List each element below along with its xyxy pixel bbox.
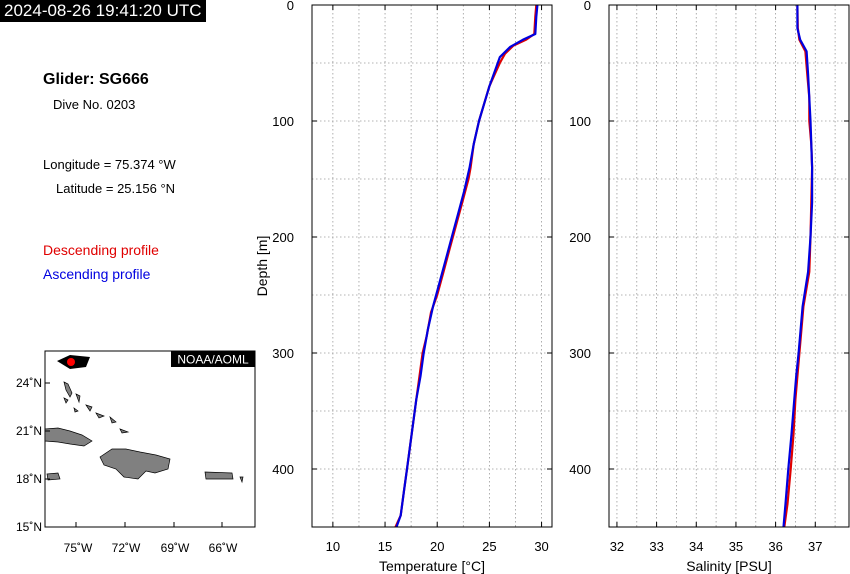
map-lon-tick: 72˚W xyxy=(112,541,141,555)
x-tick-label: 34 xyxy=(689,539,703,554)
x-tick-label: 36 xyxy=(768,539,782,554)
x-tick-label: 10 xyxy=(326,539,340,554)
land-bahamas-8 xyxy=(73,407,79,413)
map-lat-tick: 24˚N xyxy=(16,376,42,390)
timestamp-label: 2024-08-26 19:41:20 UTC xyxy=(0,0,206,22)
land-bahamas-2 xyxy=(75,393,81,404)
y-tick-label: 0 xyxy=(584,0,591,13)
map-lat-tick: 15˚N xyxy=(16,520,42,534)
temperature-x-axis-label: Temperature [°C] xyxy=(379,558,485,574)
map-lon-ticks: 75˚W 72˚W 69˚W 66˚W xyxy=(64,522,238,555)
map-lon-tick: 66˚W xyxy=(209,541,238,555)
land-puerto-rico xyxy=(204,471,234,480)
depth-y-axis-label: Depth [m] xyxy=(254,236,270,297)
land-bahamas-7 xyxy=(63,397,69,404)
land-jamaica xyxy=(46,472,61,481)
legend-ascending: Ascending profile xyxy=(43,266,151,282)
x-tick-label: 32 xyxy=(610,539,624,554)
land-cuba xyxy=(44,427,93,447)
ascending-profile-line xyxy=(395,4,539,528)
map-lat-tick: 18˚N xyxy=(16,472,42,486)
chart-grid xyxy=(312,4,552,528)
y-tick-label: 200 xyxy=(272,230,294,245)
land-hispaniola xyxy=(99,448,171,480)
y-tick-label: 100 xyxy=(569,114,591,129)
land-bahamas-3 xyxy=(85,404,93,412)
glider-title: Glider: SG666 xyxy=(43,71,149,88)
dive-number: Dive No. 0203 xyxy=(53,97,136,112)
x-tick-label: 25 xyxy=(482,539,496,554)
plot-frame xyxy=(311,4,553,528)
land-bahamas-6 xyxy=(119,428,130,434)
y-tick-label: 300 xyxy=(272,346,294,361)
salinity-x-axis-label: Salinity [PSU] xyxy=(686,558,772,574)
land-masses xyxy=(44,381,244,484)
longitude-readout: Longitude = 75.374 °W xyxy=(43,157,176,172)
map-lon-tick: 69˚W xyxy=(161,541,190,555)
ascending-profile-line xyxy=(782,5,814,528)
map-credit-box xyxy=(171,351,255,367)
land-bahamas-1 xyxy=(63,381,73,398)
latitude-readout: Latitude = 25.156 °N xyxy=(56,181,176,196)
map-lat-tick: 21˚N xyxy=(16,424,42,438)
x-tick-label: 35 xyxy=(729,539,743,554)
map-lat-ticks: 24˚N 21˚N 18˚N 15˚N xyxy=(16,376,50,534)
y-tick-label: 300 xyxy=(569,346,591,361)
location-map: NOAA/AOML 24˚N 21˚N 18˚N 15˚N 75˚W 72˚W … xyxy=(16,350,256,555)
map-lon-tick: 75˚W xyxy=(64,541,93,555)
y-tick-label: 400 xyxy=(569,462,591,477)
land-bahamas-5 xyxy=(109,415,117,424)
glider-marker xyxy=(57,355,90,369)
chart-grid xyxy=(609,4,849,528)
land-lesser-antilles xyxy=(239,476,244,484)
y-tick-label: 100 xyxy=(272,114,294,129)
x-tick-label: 33 xyxy=(649,539,663,554)
y-tick-label: 200 xyxy=(569,230,591,245)
plot-frame xyxy=(608,4,850,528)
map-credit: NOAA/AOML xyxy=(177,353,249,367)
y-tick-label: 0 xyxy=(287,0,294,13)
land-bahamas-4 xyxy=(95,412,105,419)
x-tick-label: 15 xyxy=(378,539,392,554)
legend-descending: Descending profile xyxy=(43,242,159,258)
x-tick-label: 30 xyxy=(534,539,548,554)
x-tick-label: 20 xyxy=(430,539,444,554)
y-tick-label: 400 xyxy=(272,462,294,477)
x-tick-label: 37 xyxy=(808,539,822,554)
glider-position-dot xyxy=(67,358,75,366)
